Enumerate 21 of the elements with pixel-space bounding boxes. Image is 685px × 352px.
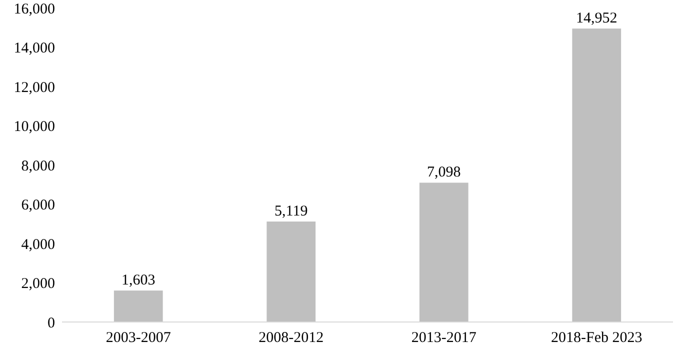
y-tick-label: 14,000 — [14, 40, 55, 56]
y-tick-label: 0 — [48, 315, 55, 332]
y-tick-label: 4,000 — [21, 236, 55, 253]
x-tick-label: 2013-2017 — [411, 330, 477, 346]
data-label: 7,098 — [427, 164, 461, 181]
x-tick-label: 2008-2012 — [258, 330, 324, 346]
bar — [419, 182, 468, 322]
y-tick-label: 16,000 — [14, 1, 55, 18]
data-label: 14,952 — [576, 10, 618, 27]
y-tick-label: 6,000 — [21, 198, 55, 214]
bar — [266, 222, 316, 322]
bar — [572, 28, 622, 322]
y-tick-label: 8,000 — [21, 158, 55, 174]
y-tick-label: 2,000 — [21, 276, 55, 292]
data-label: 1,603 — [122, 272, 156, 289]
x-tick-label: 2003-2007 — [106, 330, 172, 346]
y-tick-label: 10,000 — [14, 119, 55, 135]
x-tick-label: 2018-Feb 2023 — [551, 330, 642, 346]
y-tick-label: 12,000 — [14, 80, 55, 96]
bar — [114, 290, 163, 322]
data-label: 5,119 — [274, 204, 308, 220]
